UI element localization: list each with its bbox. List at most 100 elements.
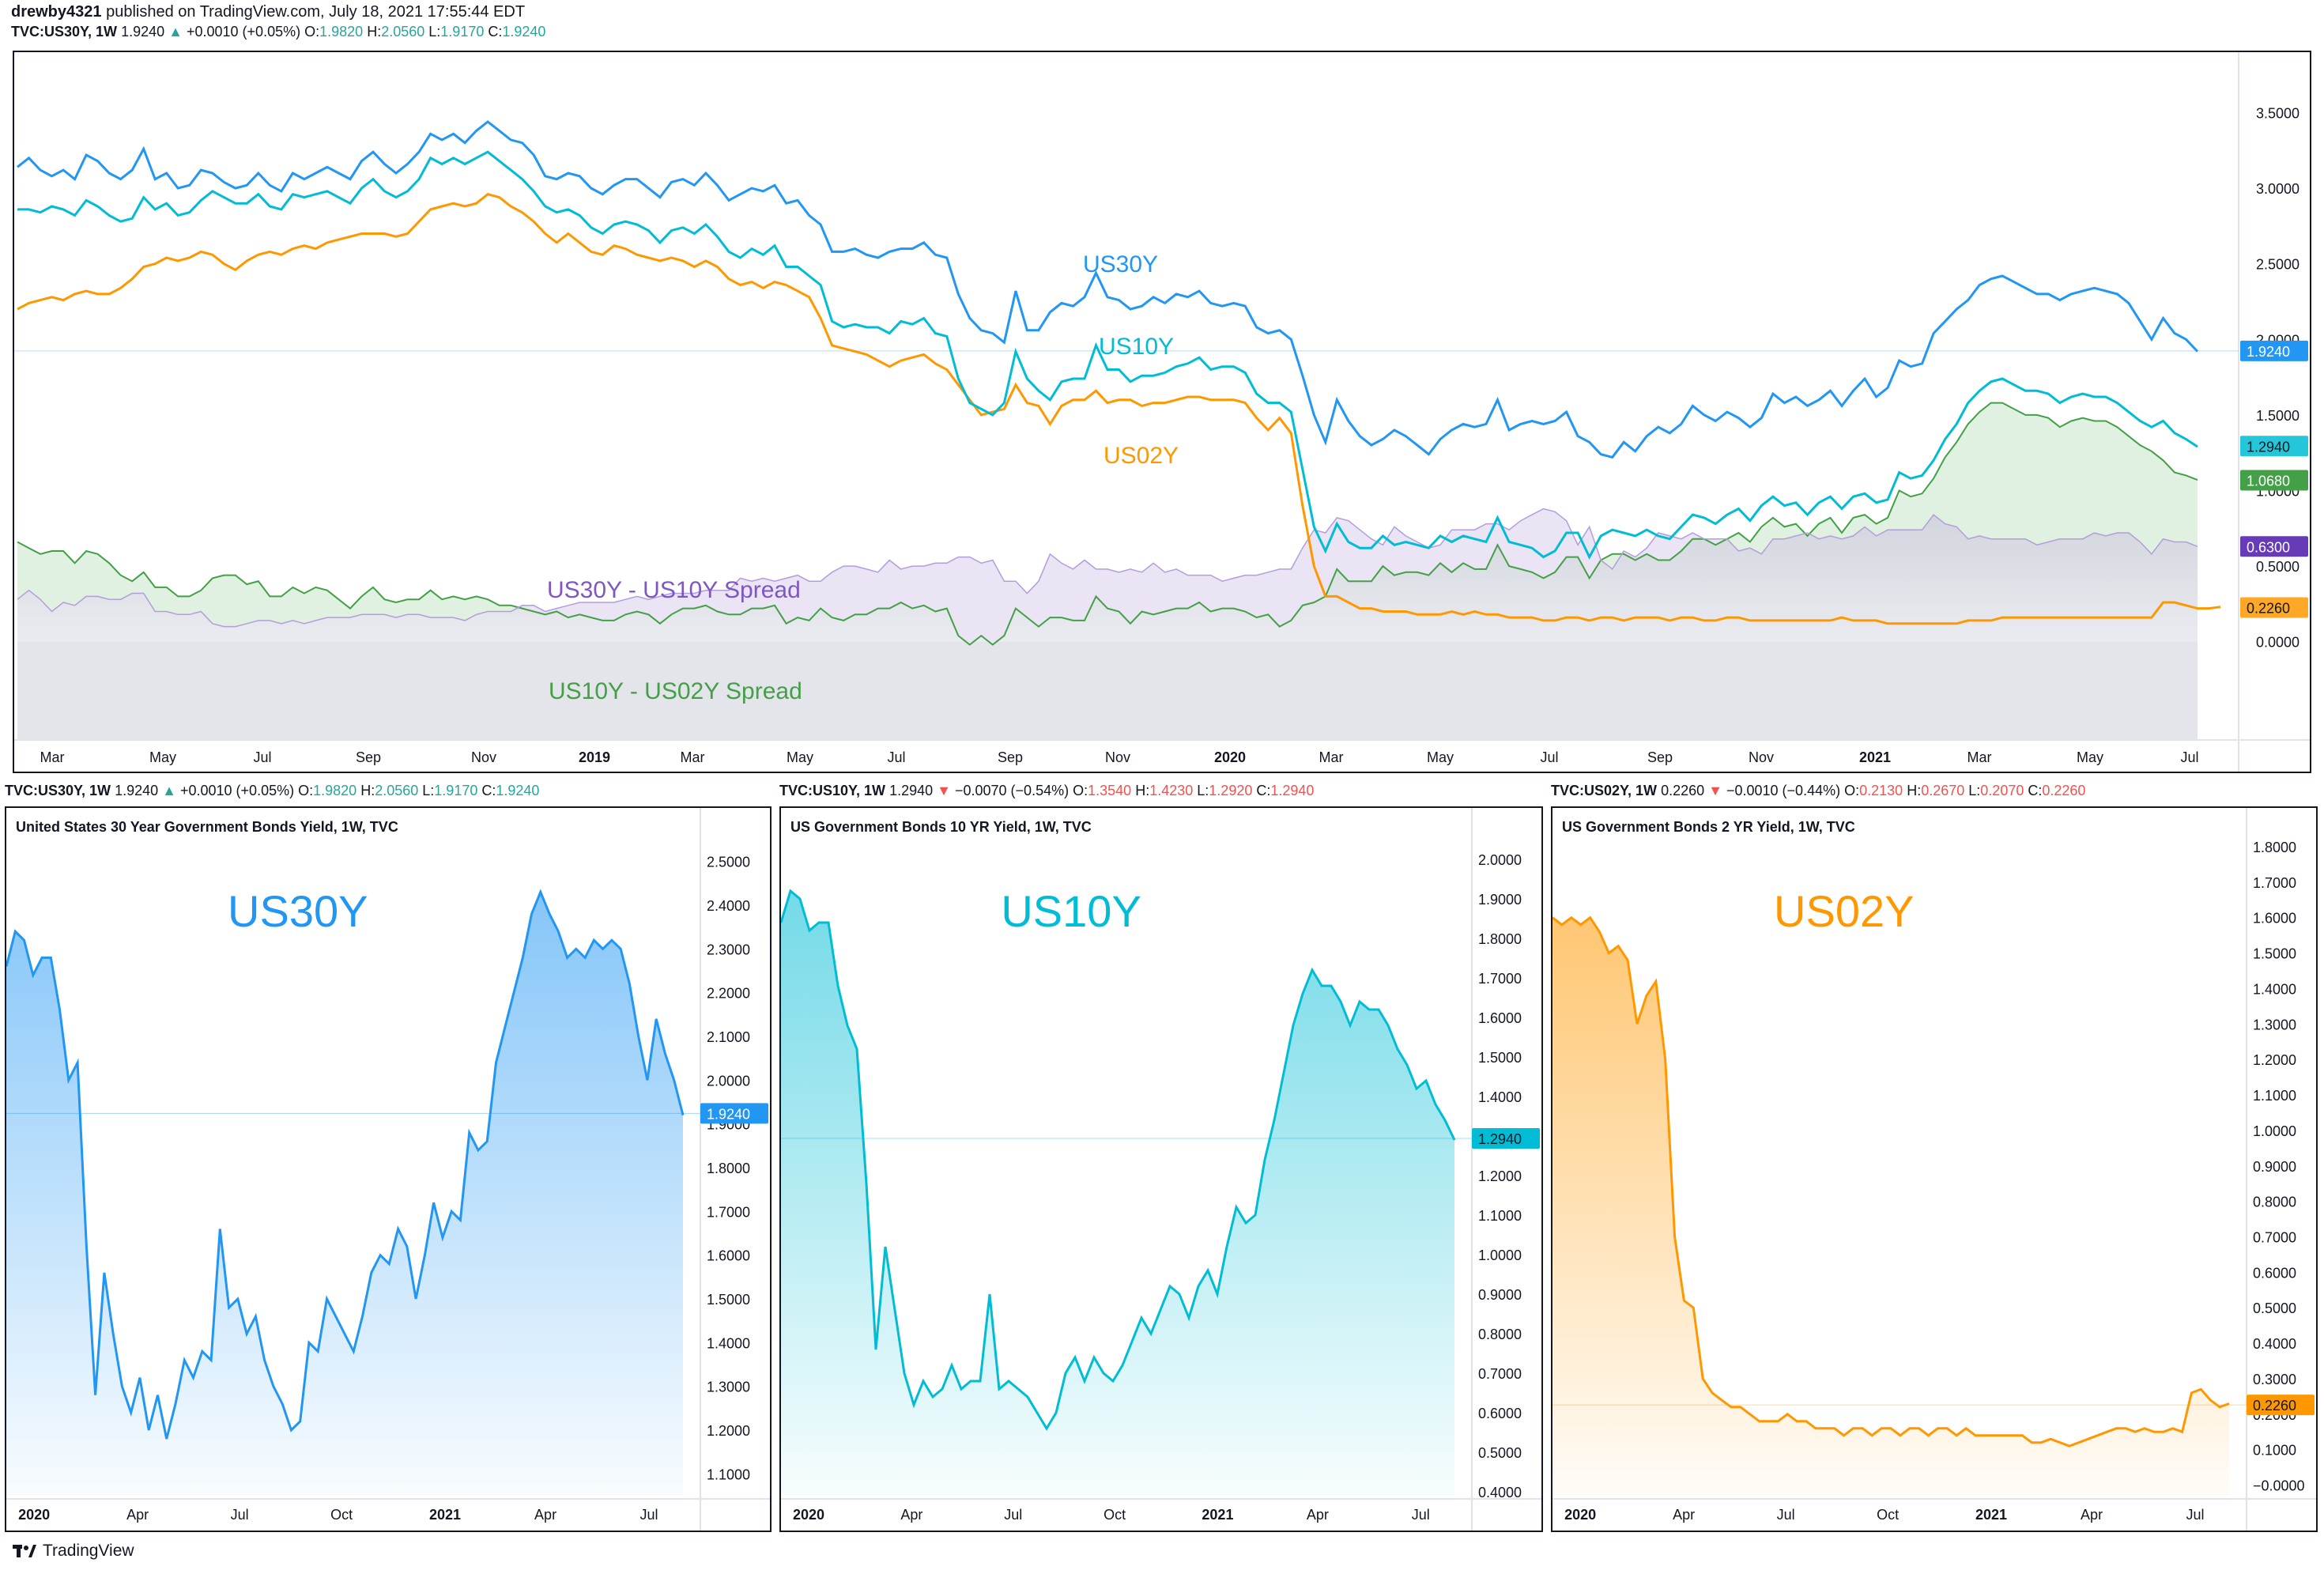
x-tick-label: 2021: [1202, 1507, 1233, 1523]
main-legend-change: +0.0010 (+0.05%): [186, 24, 301, 40]
y-tick-label: 2.2000: [707, 986, 750, 1002]
y-tick-label: 2.5000: [2256, 257, 2299, 273]
y-tick-label: 1.7000: [707, 1204, 750, 1220]
last-price-label: 1.9240: [707, 1106, 750, 1122]
y-tick-label: 1.8000: [2253, 840, 2296, 855]
annotation-us30y: US30Y: [1083, 251, 1158, 277]
x-tick-label: Jul: [639, 1507, 658, 1523]
x-tick-label: Jul: [887, 749, 905, 765]
y-tick-label: 1.7000: [2253, 875, 2296, 891]
y-tick-label: 1.6000: [2253, 911, 2296, 927]
panel-legend-h-label: H:: [360, 783, 375, 798]
panel-us02y[interactable]: US Government Bonds 2 YR Yield, 1W, TVC …: [1551, 806, 2318, 1532]
big-label: US02Y: [1774, 886, 1914, 936]
big-label: US30Y: [228, 886, 368, 936]
x-tick-label: Jul: [231, 1507, 249, 1523]
y-tick-label: 1.2000: [2253, 1052, 2296, 1068]
panel-legend-change: −0.0070 (−0.54%): [954, 783, 1070, 798]
price-label: 1.0680: [2247, 474, 2290, 489]
x-tick-label: 2020: [1564, 1507, 1596, 1523]
panel-legend-arrow: ▼: [1708, 783, 1722, 798]
panel-us10y[interactable]: US Government Bonds 10 YR Yield, 1W, TVC…: [779, 806, 1543, 1532]
panel-legend-price: 0.2260: [1661, 783, 1705, 798]
x-tick-label: Mar: [1319, 749, 1344, 765]
y-tick-label: 0.5000: [1478, 1445, 1522, 1461]
y-tick-label: 0.1000: [2253, 1443, 2296, 1459]
area-fill: [781, 891, 1454, 1496]
main-legend-high: 2.0560: [381, 24, 425, 40]
panel-title: US Government Bonds 2 YR Yield, 1W, TVC: [1562, 819, 1855, 835]
panel-legend-arrow: ▼: [937, 783, 951, 798]
panel-chart-us10y[interactable]: 2.0000 1.9000 1.8000 1.7000 1.6000 1.5000 1.40…: [779, 808, 1541, 1531]
panel-legend-change: −0.0010 (−0.44%): [1726, 783, 1841, 798]
spread-overlap-area: [17, 515, 2198, 645]
x-tick-label: Mar: [40, 749, 65, 765]
panel-legend-c-label: C:: [2028, 783, 2043, 798]
price-label-bg: [2240, 536, 2308, 557]
main-chart[interactable]: 3.50003.00002.50002.00001.50001.00000.50…: [14, 52, 2310, 772]
price-label: 0.6300: [2247, 539, 2290, 555]
y-tick-label: 2.0000: [1478, 852, 1522, 868]
x-tick-label: 2021: [1975, 1507, 2007, 1523]
y-tick-label: 0.8000: [2253, 1195, 2296, 1210]
price-label-bg: [2240, 436, 2308, 457]
panel-legend-price: 1.9240: [115, 783, 159, 798]
panel-legend-price: 1.2940: [889, 783, 934, 798]
panel-legend-high: 2.0560: [375, 783, 419, 798]
y-tick-label: 1.4000: [1478, 1089, 1522, 1105]
x-tick-label: Jul: [2180, 749, 2198, 765]
y-tick-label: 0.7000: [2253, 1229, 2296, 1245]
price-label-bg: [2240, 470, 2308, 491]
y-tick-label: 2.3000: [707, 942, 750, 957]
y-tick-label: 0.0000: [2256, 635, 2299, 651]
y-tick-label: 0.9000: [1478, 1287, 1522, 1303]
x-tick-label: Apr: [1307, 1507, 1329, 1523]
panel-legend-o-label: O:: [1073, 783, 1088, 798]
spread-10-02-line: [17, 402, 2198, 646]
x-tick-label: Jul: [253, 749, 271, 765]
x-tick-label: Sep: [1647, 749, 1673, 765]
panel-chart-us30y[interactable]: 2.50002.40002.30002.20002.10002.00001.90…: [5, 808, 770, 1531]
tradingview-brand[interactable]: TradingView: [13, 1542, 134, 1561]
x-tick-label: 2020: [793, 1507, 824, 1523]
main-legend-symbol: TVC:US30Y, 1W: [11, 24, 118, 40]
x-tick-label: 2021: [1859, 749, 1891, 765]
main-legend: TVC:US30Y, 1W 1.9240 ▲ +0.0010 (+0.05%) …: [11, 24, 545, 40]
y-tick-label: 1.5000: [2256, 408, 2299, 424]
panel-us30y[interactable]: United States 30 Year Government Bonds Y…: [5, 806, 772, 1532]
y-tick-label: 0.3000: [2253, 1372, 2296, 1387]
area-line: [5, 889, 685, 1440]
x-tick-label: Mar: [681, 749, 705, 765]
panel-legend-o-label: O:: [1844, 783, 1860, 798]
x-tick-label: Sep: [998, 749, 1023, 765]
x-tick-label: Oct: [330, 1507, 353, 1523]
y-tick-label: 1.5000: [707, 1292, 750, 1308]
y-tick-label: 1.8000: [707, 1161, 750, 1176]
x-tick-label: Oct: [1877, 1507, 1899, 1523]
main-chart-panel[interactable]: 3.5000 3.0000 2.5000 2.0000 1.5000 1.0000 0.50…: [13, 51, 2311, 773]
big-label: US10Y: [1001, 886, 1141, 936]
panel-legend-low: 1.2920: [1209, 783, 1253, 798]
panel-legend-close: 1.2940: [1270, 783, 1315, 798]
panel-legend-low: 0.2070: [1980, 783, 2024, 798]
panel-chart-us02y[interactable]: 1.8000 1.7000 1.6000 1.5000 1.4000 1.3000 1.20…: [1552, 808, 2316, 1531]
x-tick-label: Mar: [1967, 749, 1992, 765]
price-label: 0.2260: [2247, 601, 2290, 617]
x-tick-label: Jul: [1004, 1507, 1022, 1523]
y-tick-label: 1.1000: [2253, 1088, 2296, 1104]
x-tick-label: 2019: [579, 749, 610, 765]
last-price-label-bg: [2247, 1395, 2315, 1416]
us30y-line: [17, 120, 2199, 459]
price-label-bg: [2240, 340, 2308, 361]
panel-legend-low: 1.9170: [434, 783, 478, 798]
x-tick-label: Oct: [1104, 1507, 1126, 1523]
last-price-label-bg: [1472, 1128, 1540, 1149]
area-fill: [6, 892, 683, 1496]
main-legend-l-label: L:: [428, 24, 441, 40]
last-price-label-bg: [700, 1103, 768, 1124]
panel-legend-o-label: O:: [298, 783, 314, 798]
y-tick-label: 1.4000: [2253, 981, 2296, 997]
x-tick-label: 2021: [429, 1507, 461, 1523]
y-tick-label: 0.6000: [1478, 1406, 1522, 1421]
x-tick-label: Jul: [1412, 1507, 1430, 1523]
